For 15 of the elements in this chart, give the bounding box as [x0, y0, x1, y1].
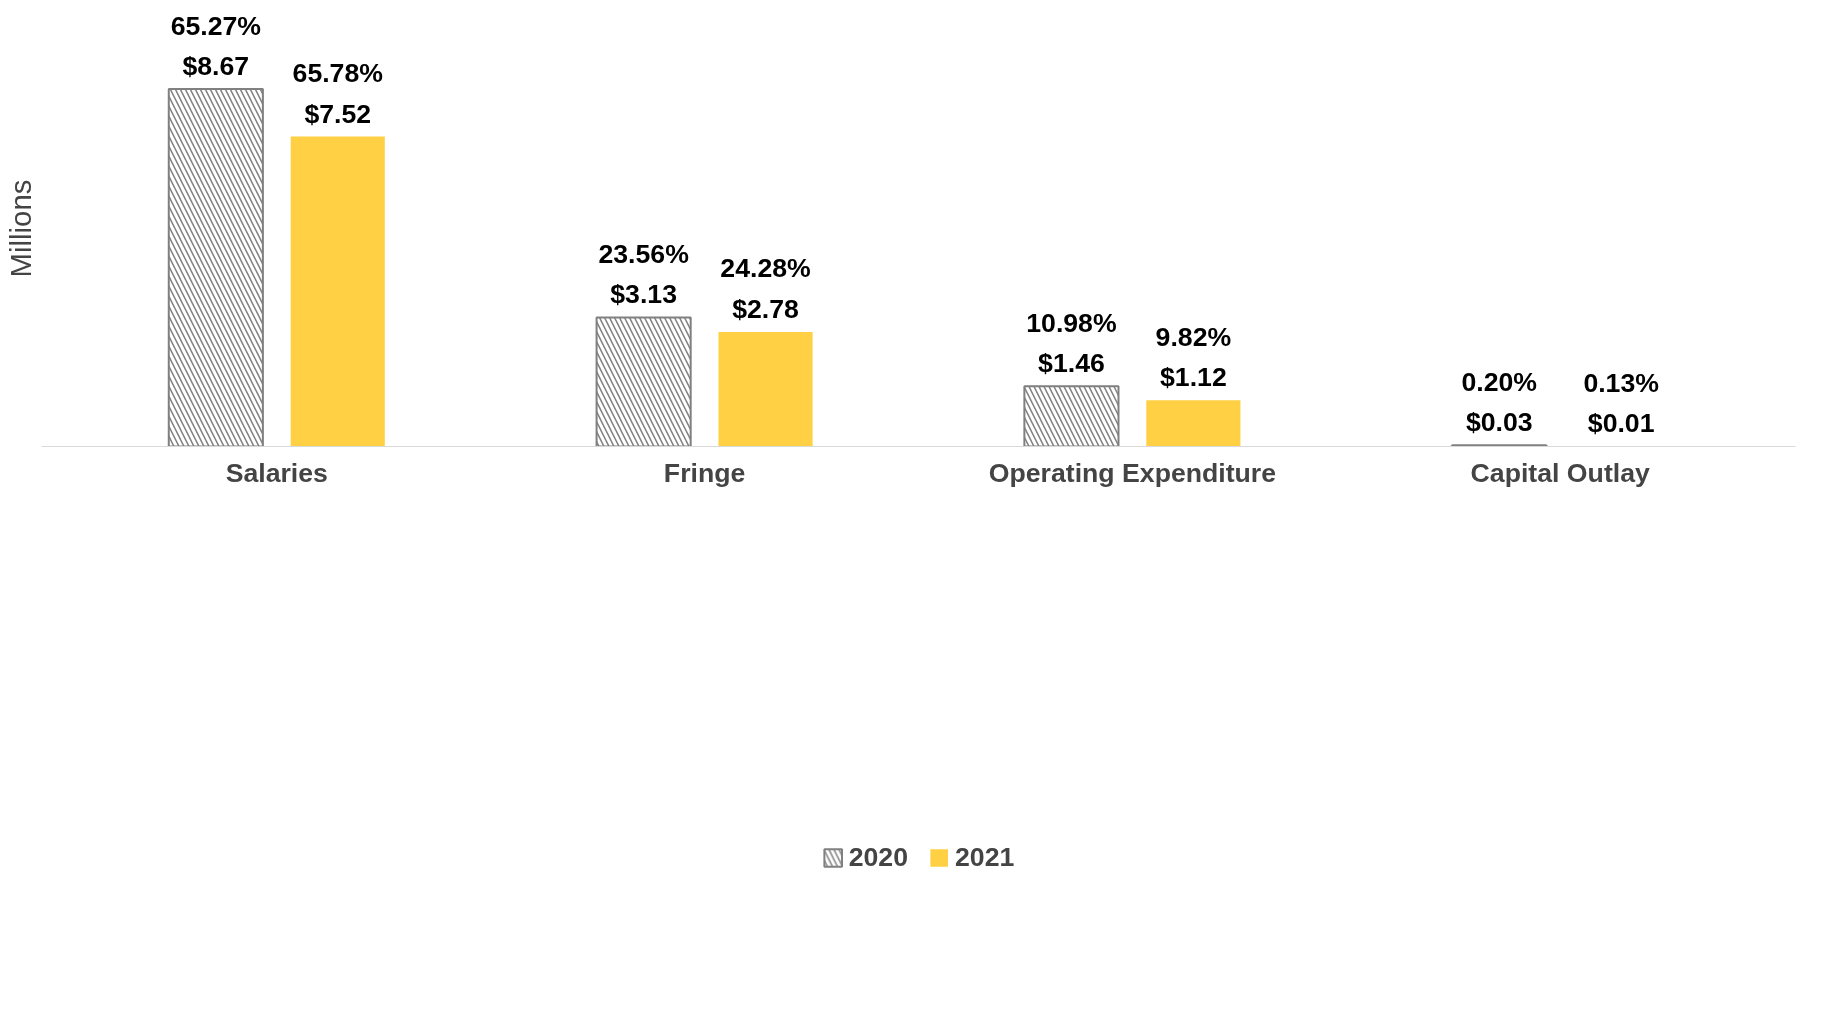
legend-label: 2020: [848, 841, 908, 873]
data-label: 23.56% $3.13: [598, 238, 689, 310]
data-label: 65.27% $8.67: [170, 10, 262, 82]
x-tick-label: Operating Expenditure: [988, 457, 1277, 488]
y-axis-title: Millions: [3, 179, 37, 278]
data-label: 0.20% $0.03: [1461, 366, 1538, 438]
x-tick-label: Capital Outlay: [1470, 457, 1650, 488]
x-tick-label: Fringe: [663, 457, 746, 488]
data-label: 65.78% $7.52: [292, 58, 383, 129]
data-label: 24.28% $2.78: [720, 253, 811, 324]
legend-label: 2021: [955, 841, 1015, 873]
data-label: 0.13% $0.01: [1583, 367, 1659, 439]
data-label: 10.98% $1.46: [1026, 307, 1117, 379]
data-label: 9.82% $1.12: [1155, 321, 1232, 393]
x-tick-label: Salaries: [225, 457, 328, 488]
